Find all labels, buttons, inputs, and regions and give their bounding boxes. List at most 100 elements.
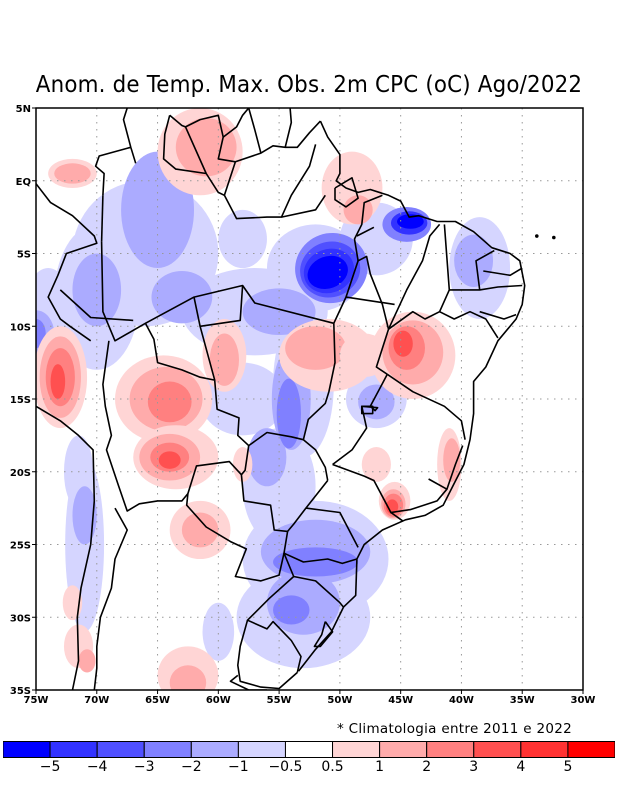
x-tick-label: 60W <box>206 695 231 706</box>
border-line <box>283 552 358 565</box>
anomaly-contour <box>169 665 207 690</box>
anomaly-contour <box>443 438 461 482</box>
colorbar-swatch <box>3 741 51 758</box>
border-line <box>302 323 336 481</box>
anomaly-contour <box>78 649 96 673</box>
chart-title: Anom. de Temp. Max. Obs. 2m CPC (oC) Ago… <box>35 72 583 98</box>
x-tick-label: 65W <box>145 695 170 706</box>
island-dot <box>535 234 539 238</box>
colorbar-label: −5 <box>39 759 61 775</box>
anomaly-contour <box>50 364 66 399</box>
border-line <box>449 284 523 291</box>
colorbar-swatch <box>284 741 334 758</box>
country-state-borders <box>36 108 556 690</box>
colorbar-label: −2 <box>180 759 202 775</box>
border-line <box>483 267 523 277</box>
colorbar-label: 4 <box>516 759 526 775</box>
border-line <box>293 575 345 608</box>
border-line <box>185 493 289 582</box>
colorbar-swatch <box>190 741 239 758</box>
y-tick-label: EQ <box>16 177 31 188</box>
anomaly-contour <box>343 195 373 225</box>
y-tick-label: 35S <box>10 686 31 697</box>
border-line <box>162 115 207 175</box>
anomaly-contour <box>247 428 287 487</box>
colorbar-label: −4 <box>86 759 108 775</box>
colorbar-label: 2 <box>422 759 432 775</box>
anomaly-contour <box>285 326 346 370</box>
anomaly-contour <box>181 512 219 548</box>
colorbar-swatch <box>237 741 286 758</box>
border-line <box>313 621 334 648</box>
x-tick-label: 55W <box>267 695 292 706</box>
anomaly-contour <box>218 209 267 269</box>
colorbar-swatch <box>96 741 145 758</box>
anomaly-contour <box>147 381 192 423</box>
border-line <box>345 296 395 306</box>
anomaly-contour <box>361 447 391 482</box>
anomaly-contour <box>307 255 348 290</box>
border-line <box>356 226 375 237</box>
x-tick-label: 45W <box>388 695 413 706</box>
border-line <box>390 511 404 522</box>
colorbar-swatch <box>379 741 428 758</box>
border-line <box>353 194 383 261</box>
border-line <box>102 340 189 512</box>
border-line <box>199 285 244 328</box>
colorbar-swatch <box>332 741 381 758</box>
border-line <box>237 619 298 690</box>
border-line <box>387 223 441 330</box>
y-tick-label: 30S <box>10 613 31 624</box>
anomaly-contour <box>273 547 359 577</box>
df-outline <box>360 405 374 415</box>
colorbar-label: 0.5 <box>321 759 344 775</box>
border-line <box>100 195 104 242</box>
y-tick-label: 10S <box>10 322 31 333</box>
anomaly-contour <box>273 595 310 625</box>
colorbar <box>3 741 615 758</box>
anomaly-contour <box>276 378 301 449</box>
anomaly-map: 75W 70W 65W 60W 55W 50W 45W 40W 35W 30W 5N EQ 5S 10S 1… <box>10 104 596 706</box>
anomaly-contour <box>158 451 181 469</box>
anomaly-contour <box>454 234 494 287</box>
colorbar-label: 3 <box>469 759 479 775</box>
border-line <box>284 108 293 148</box>
colorbar-label: −1 <box>228 759 249 775</box>
border-line <box>36 405 96 690</box>
border-line <box>281 194 326 218</box>
border-line <box>248 431 304 447</box>
x-tick-label: 30W <box>571 695 596 706</box>
border-line <box>428 445 464 490</box>
border-line <box>229 674 267 690</box>
colorbar-swatch <box>143 741 192 758</box>
anomaly-contour <box>72 486 97 545</box>
border-line <box>479 310 517 320</box>
colorbar-swatch <box>49 741 98 758</box>
colorbar-swatch <box>567 741 615 758</box>
anomaly-contour <box>72 253 122 327</box>
anomaly-contour <box>54 163 91 184</box>
y-tick-label: 5N <box>16 104 31 115</box>
x-tick-label: 40W <box>449 695 474 706</box>
border-line <box>94 146 132 196</box>
border-line <box>297 120 526 672</box>
border-line <box>247 108 262 154</box>
border-line <box>36 183 98 342</box>
x-tick-label: 70W <box>84 695 109 706</box>
anomaly-contour <box>202 602 235 661</box>
anomaly-contour <box>232 447 253 482</box>
colorbar-label: −3 <box>133 759 155 775</box>
border-line <box>187 460 242 494</box>
anomaly-contour <box>209 333 239 386</box>
border-line <box>222 108 250 138</box>
border-line <box>122 108 137 164</box>
border-line <box>388 310 499 339</box>
y-tick-label: 5S <box>17 250 31 261</box>
border-line <box>334 177 359 208</box>
border-line <box>332 463 448 514</box>
colorbar-swatch <box>426 741 475 758</box>
colorbar-swatch <box>520 741 569 758</box>
border-line <box>438 224 451 313</box>
anomaly-contour <box>393 330 413 357</box>
colorbar-swatch <box>473 741 522 758</box>
